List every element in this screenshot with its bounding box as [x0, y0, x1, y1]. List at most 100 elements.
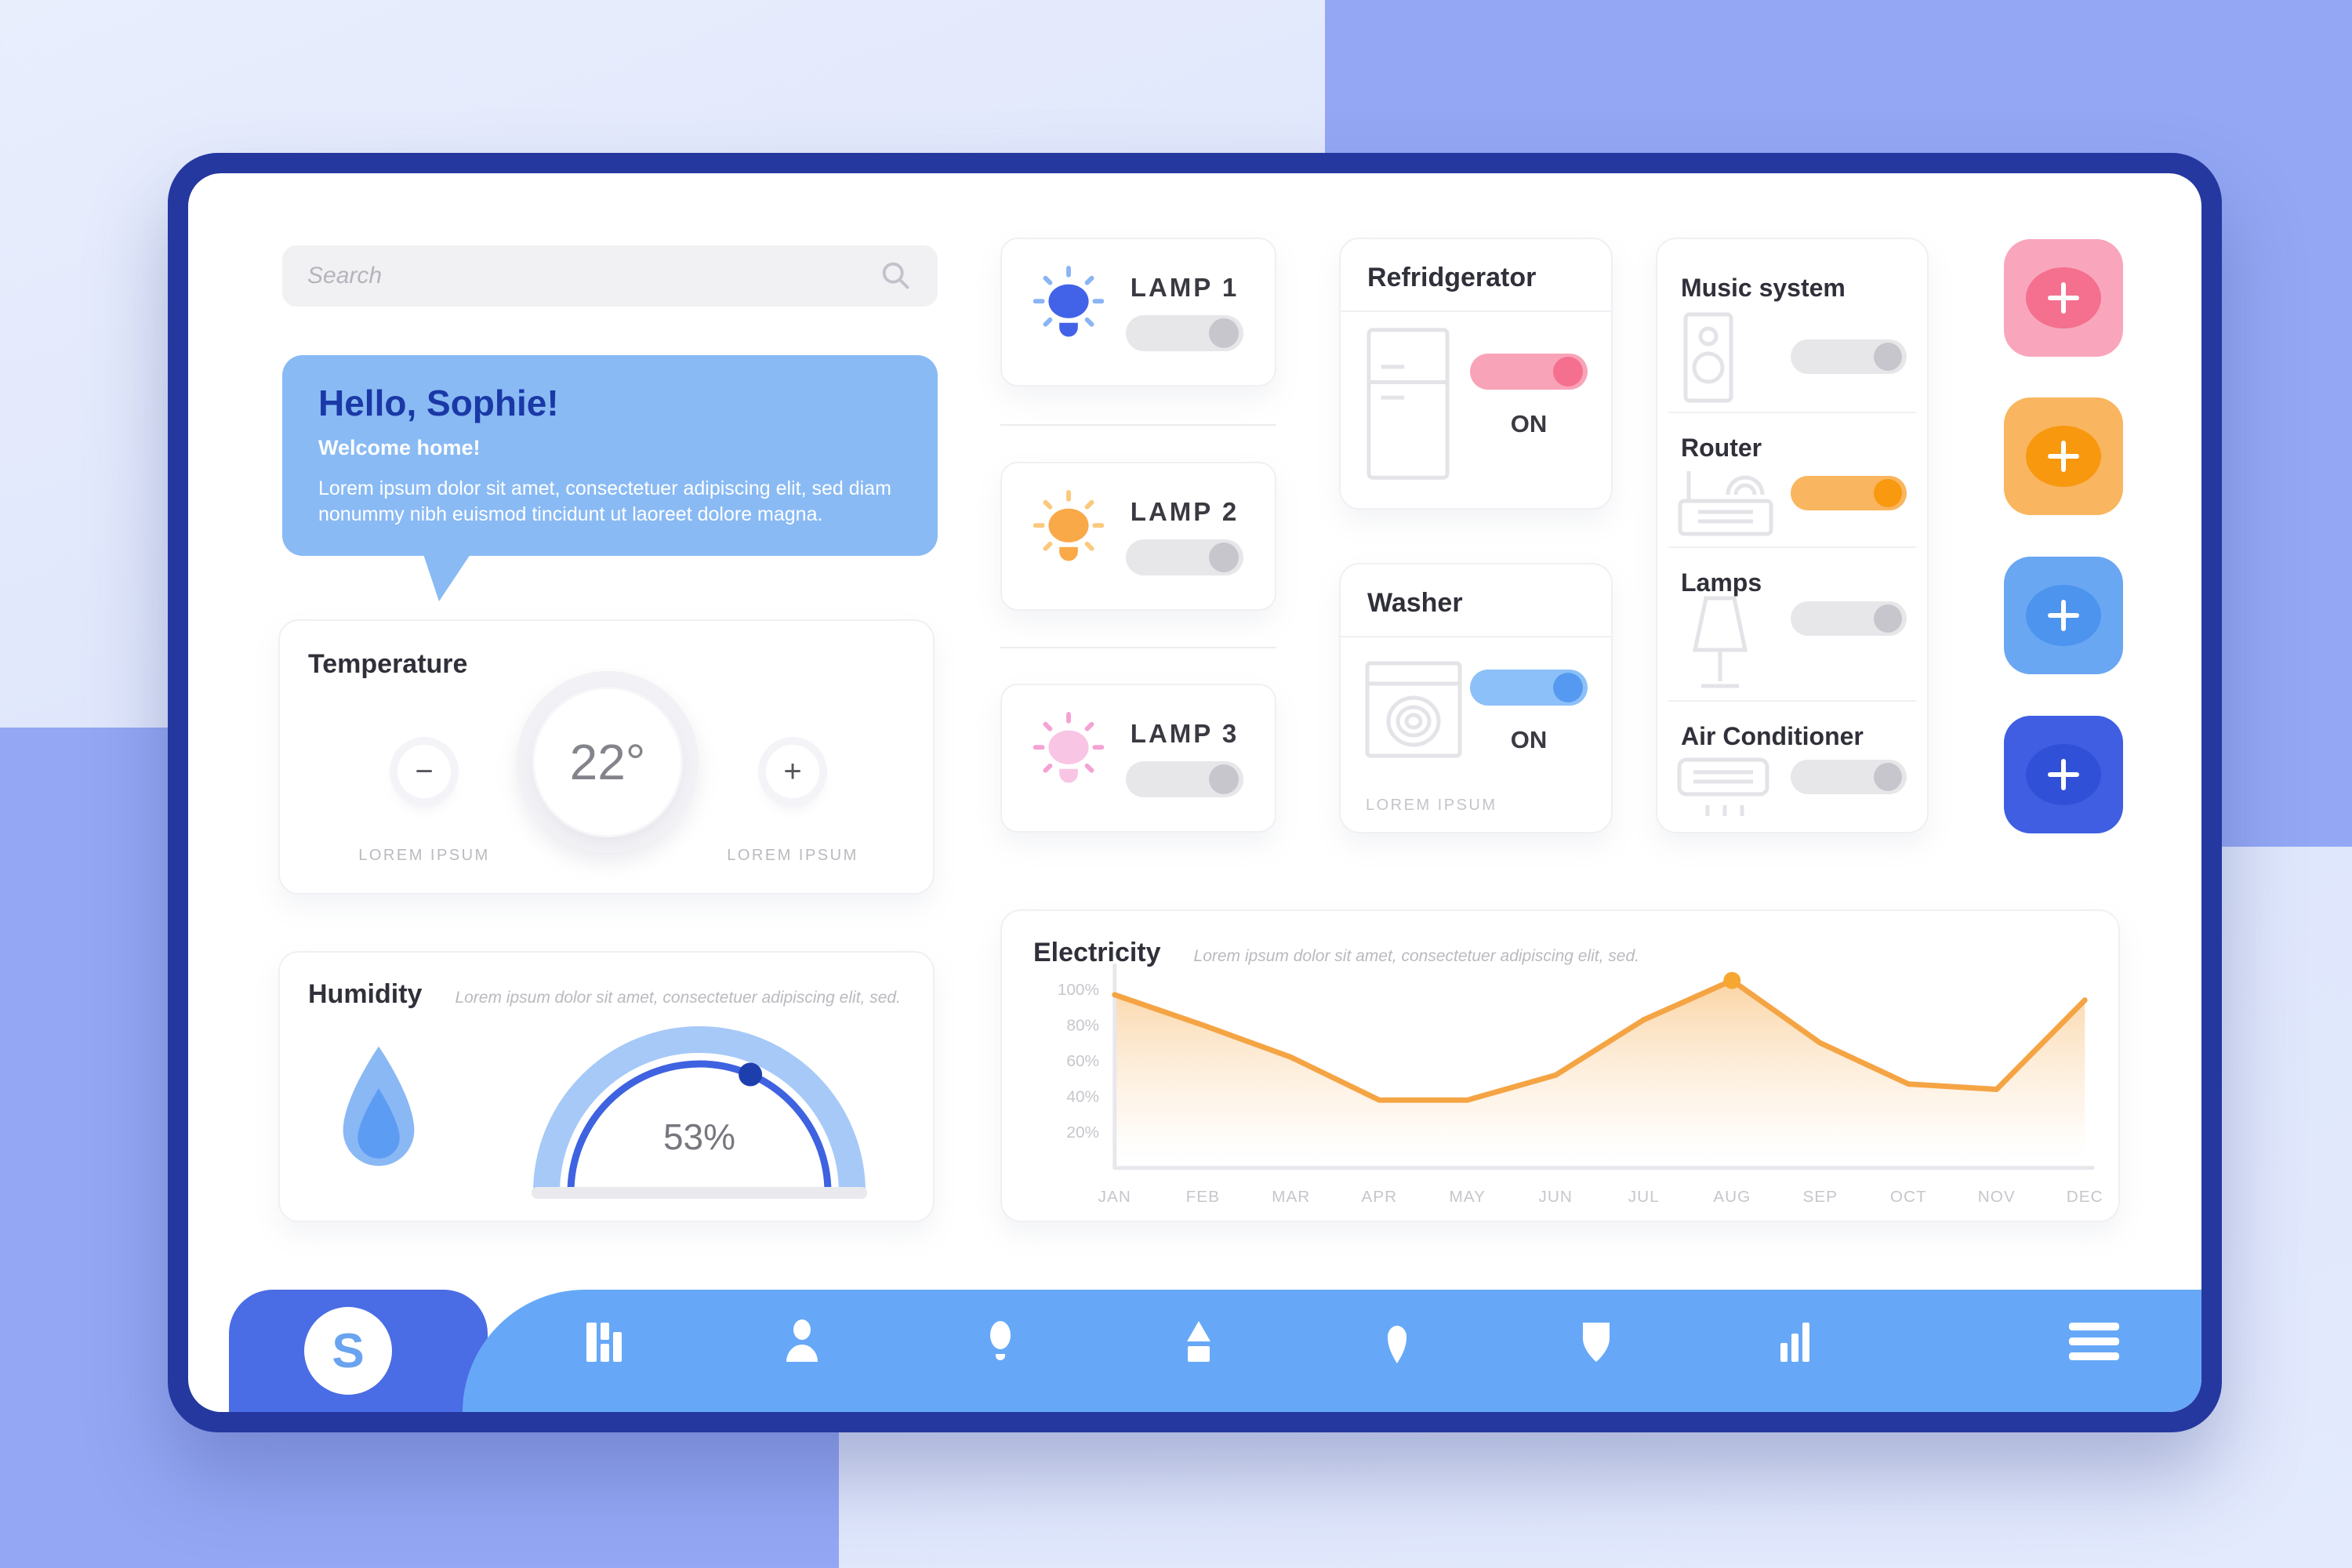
svg-text:60%: 60% [1066, 1052, 1099, 1070]
add-device-pink-button[interactable] [2004, 239, 2123, 357]
lamp-icon [1692, 596, 1748, 688]
nav-dashboard-icon[interactable] [580, 1318, 627, 1365]
lamp-1-card: LAMP 1 [1000, 238, 1276, 387]
washer-toggle[interactable] [1470, 670, 1588, 706]
lamp-2-card: LAMP 2 [1000, 462, 1276, 611]
plus-icon [2026, 585, 2101, 646]
humidity-card: Humidity Lorem ipsum dolor sit amet, con… [278, 951, 935, 1222]
music-system-label: Music system [1681, 274, 1846, 302]
divider [1341, 310, 1611, 312]
humidity-title: Humidity [308, 979, 423, 1009]
ac-icon [1677, 757, 1769, 816]
lamp-3-label: LAMP 3 [1130, 719, 1240, 748]
svg-text:40%: 40% [1066, 1088, 1099, 1106]
lamp-2-toggle[interactable] [1126, 539, 1243, 575]
humidity-value: 53% [662, 1116, 736, 1157]
dashboard-screen: Hello, Sophie! Welcome home! Lorem ipsum… [188, 173, 2201, 1412]
temperature-dial: 22° [517, 671, 699, 853]
bottom-nav-bar [463, 1290, 2201, 1412]
svg-text:80%: 80% [1066, 1016, 1099, 1034]
svg-text:FEB: FEB [1186, 1188, 1220, 1206]
bulb-blue-icon [1033, 266, 1105, 337]
router-icon [1678, 471, 1773, 536]
washer-footnote: LOREM IPSUM [1366, 797, 1497, 814]
svg-text:DEC: DEC [2067, 1188, 2103, 1206]
lamps-label: Lamps [1681, 568, 1762, 597]
search-bar[interactable] [282, 245, 938, 307]
electricity-title: Electricity [1033, 938, 1161, 967]
temperature-decrease-button[interactable]: − [397, 745, 451, 798]
svg-text:JUL: JUL [1628, 1188, 1660, 1206]
washer-card: Washer ON LOREM IPSUM [1339, 563, 1613, 833]
plus-icon [2026, 744, 2101, 805]
divider [1341, 636, 1611, 637]
divider [1668, 546, 1916, 548]
svg-text:20%: 20% [1066, 1123, 1099, 1142]
router-label: Router [1681, 434, 1762, 462]
app-logo[interactable]: S [304, 1307, 392, 1395]
nav-user-icon[interactable] [779, 1318, 826, 1365]
temperature-value: 22° [569, 734, 646, 790]
bulb-pink-icon [1033, 712, 1105, 783]
speaker-icon [1683, 312, 1733, 403]
svg-text:SEP: SEP [1802, 1188, 1838, 1206]
devices-card: Music system Router Lamps [1656, 238, 1929, 833]
nav-home-icon[interactable] [1175, 1318, 1222, 1365]
nav-stats-icon[interactable] [1771, 1318, 1818, 1365]
washer-status: ON [1510, 726, 1548, 753]
greeting-subtitle: Welcome home! [318, 435, 481, 459]
greeting-body: Lorem ipsum dolor sit amet, consectetuer… [318, 477, 891, 525]
nav-shield-icon[interactable] [1573, 1318, 1620, 1365]
svg-text:APR: APR [1361, 1188, 1397, 1206]
svg-text:MAY: MAY [1450, 1188, 1486, 1206]
lamps-toggle[interactable] [1791, 601, 1907, 636]
router-toggle[interactable] [1791, 476, 1907, 510]
nav-lamp-icon[interactable] [977, 1318, 1024, 1365]
svg-text:JUN: JUN [1539, 1188, 1573, 1206]
tablet-frame: Hello, Sophie! Welcome home! Lorem ipsum… [168, 153, 2222, 1432]
svg-text:MAR: MAR [1272, 1188, 1310, 1206]
temperature-title: Temperature [308, 649, 468, 679]
music-system-toggle[interactable] [1791, 339, 1907, 374]
lamp-1-toggle[interactable] [1126, 315, 1243, 351]
add-device-sky-button[interactable] [2004, 557, 2123, 674]
lamp-3-card: LAMP 3 [1000, 684, 1276, 833]
search-input[interactable] [306, 262, 878, 290]
decrease-caption: LOREM IPSUM [358, 847, 490, 864]
gauge-knob [739, 1062, 763, 1087]
divider [1668, 700, 1916, 702]
water-drop-icon [343, 1046, 415, 1167]
washer-icon [1365, 661, 1462, 758]
svg-text:AUG: AUG [1713, 1188, 1751, 1206]
temperature-increase-button[interactable]: + [766, 745, 819, 798]
plus-icon [2026, 426, 2101, 487]
greeting-card: Hello, Sophie! Welcome home! Lorem ipsum… [282, 355, 938, 556]
add-device-royal-button[interactable] [2004, 716, 2123, 833]
washer-title: Washer [1367, 588, 1463, 618]
svg-text:OCT: OCT [1890, 1188, 1927, 1206]
logo-letter: S [332, 1323, 365, 1378]
svg-text:NOV: NOV [1978, 1188, 2016, 1206]
divider [1000, 424, 1276, 426]
lamp-2-label: LAMP 2 [1130, 497, 1240, 526]
menu-icon[interactable] [2069, 1323, 2119, 1360]
air-conditioner-label: Air Conditioner [1681, 722, 1864, 750]
nav-location-icon[interactable] [1374, 1318, 1421, 1365]
greeting-title: Hello, Sophie! [318, 383, 559, 423]
svg-text:100%: 100% [1058, 981, 1099, 999]
humidity-gauge[interactable] [515, 1014, 884, 1210]
lamp-1-label: LAMP 1 [1130, 273, 1240, 302]
humidity-note: Lorem ipsum dolor sit amet, consectetuer… [455, 989, 901, 1007]
search-icon[interactable] [878, 258, 914, 294]
refridgerator-title: Refridgerator [1367, 263, 1537, 292]
bulb-orange-icon [1033, 490, 1105, 561]
temperature-card: Temperature 22° − + LOREM IPSUM LOREM IP… [278, 619, 935, 895]
add-device-orange-button[interactable] [2004, 397, 2123, 515]
air-conditioner-toggle[interactable] [1791, 760, 1907, 794]
refridgerator-toggle[interactable] [1470, 354, 1588, 390]
plus-icon [2026, 267, 2101, 328]
electricity-note: Lorem ipsum dolor sit amet, consectetuer… [1193, 947, 1639, 965]
lamp-3-toggle[interactable] [1126, 761, 1243, 797]
electricity-card: 20% 40% 60% 80% 100% JAN FEB MAR APR MAY JUN JUL AUG… [1000, 909, 2120, 1222]
greeting-bubble-tail [423, 554, 470, 601]
